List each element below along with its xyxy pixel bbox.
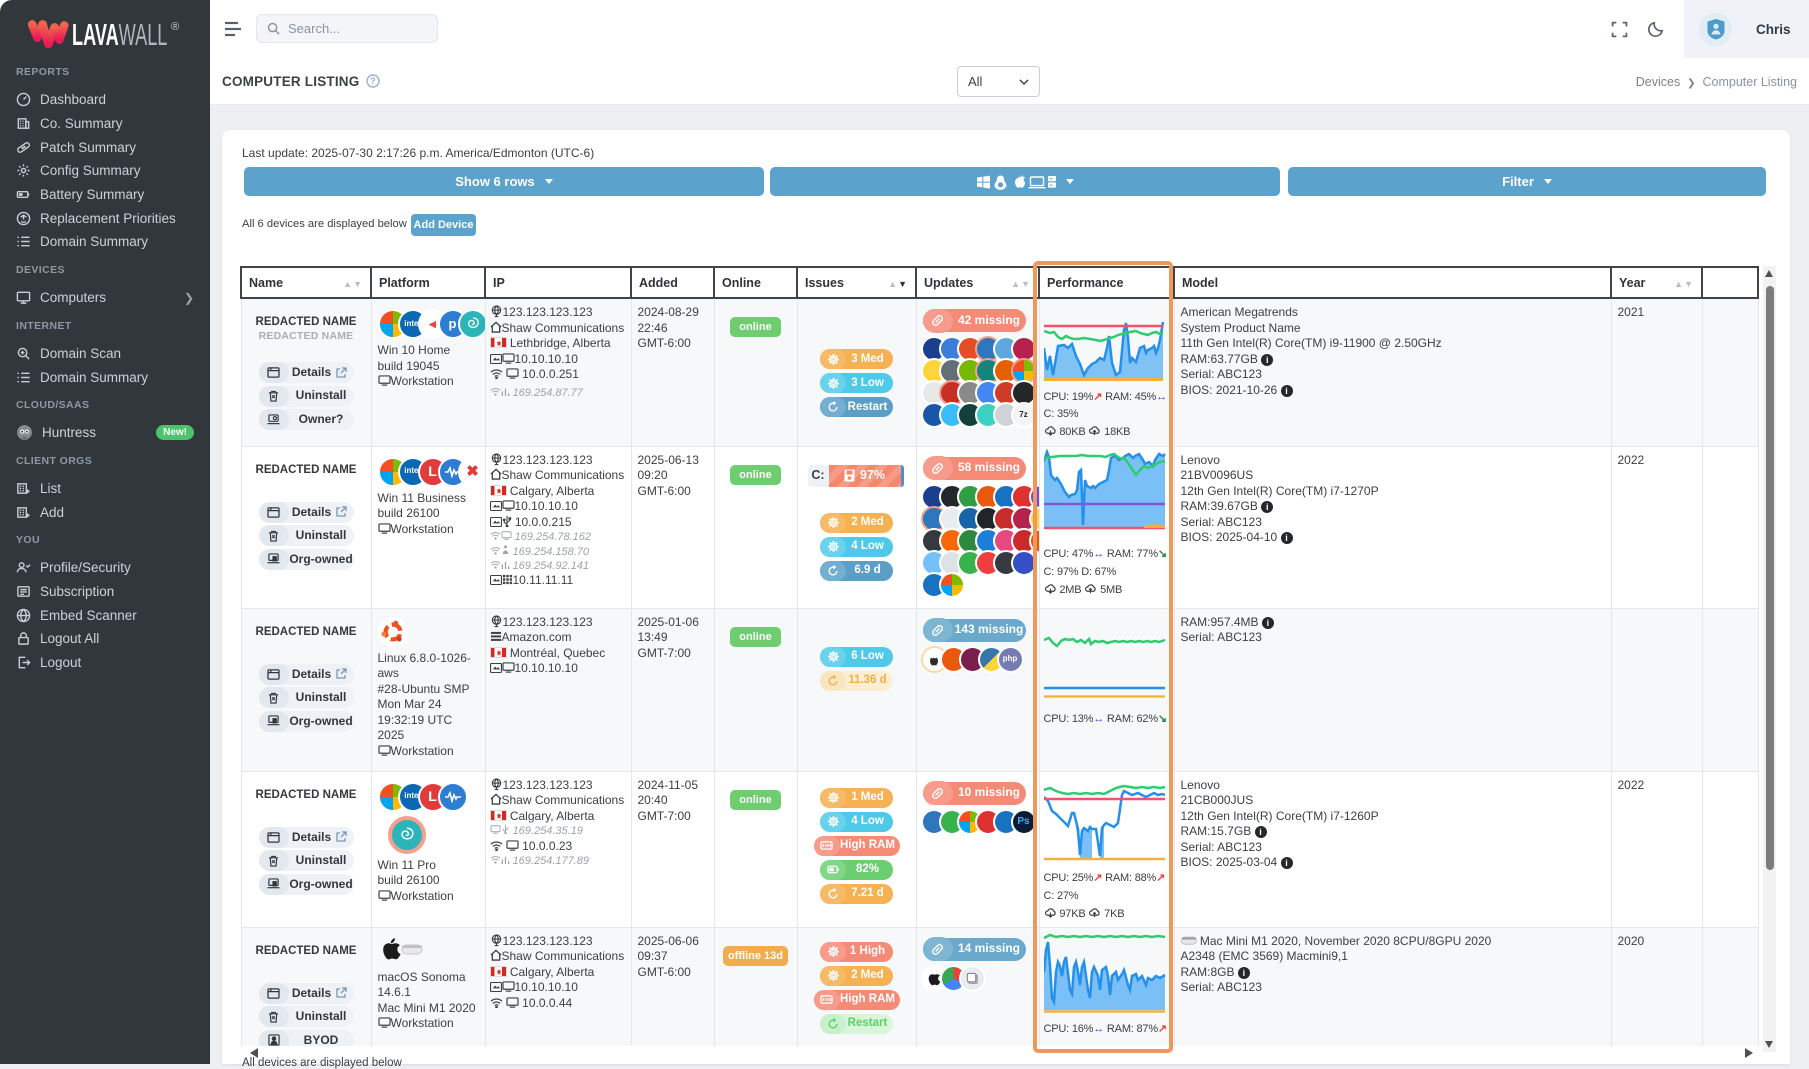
svg-text:?: ? bbox=[371, 76, 377, 86]
